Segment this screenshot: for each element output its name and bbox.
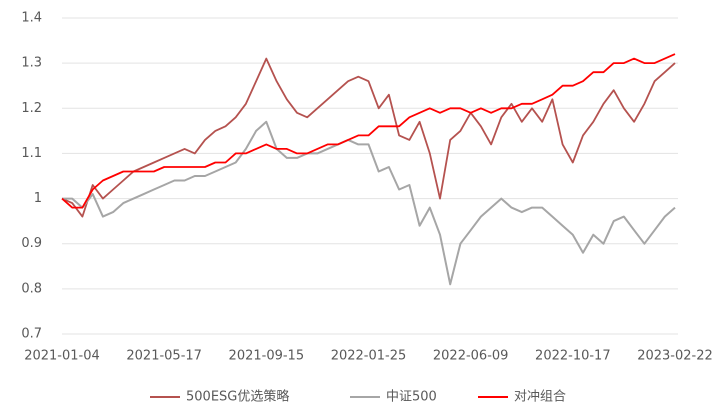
- x-tick-label: 2021-05-17: [126, 349, 202, 364]
- x-tick-label: 2021-09-15: [229, 349, 305, 364]
- legend-label: 中证500: [386, 390, 437, 405]
- y-tick-label: 1: [34, 191, 42, 206]
- y-tick-label: 1.2: [21, 101, 42, 116]
- series-line: [61, 53, 676, 209]
- legend-label: 500ESG优选策略: [186, 389, 289, 405]
- x-tick-label: 2022-10-17: [535, 349, 611, 364]
- y-tick-label: 1.3: [21, 56, 42, 71]
- x-tick-label: 2022-06-09: [433, 349, 509, 364]
- x-tick-label: 2021-01-04: [24, 349, 100, 364]
- series-line: [62, 120, 676, 286]
- y-tick-label: 0.9: [21, 236, 42, 251]
- x-tick-label: 2022-01-25: [331, 349, 407, 364]
- x-tick-label: 2023-02-22: [637, 349, 713, 364]
- y-tick-label: 1.4: [21, 11, 42, 26]
- y-tick-label: 0.7: [21, 327, 42, 342]
- y-tick-label: 0.8: [21, 281, 42, 296]
- legend-label: 对冲组合: [514, 390, 566, 405]
- series-line: [61, 57, 676, 218]
- y-tick-label: 1.1: [21, 146, 42, 161]
